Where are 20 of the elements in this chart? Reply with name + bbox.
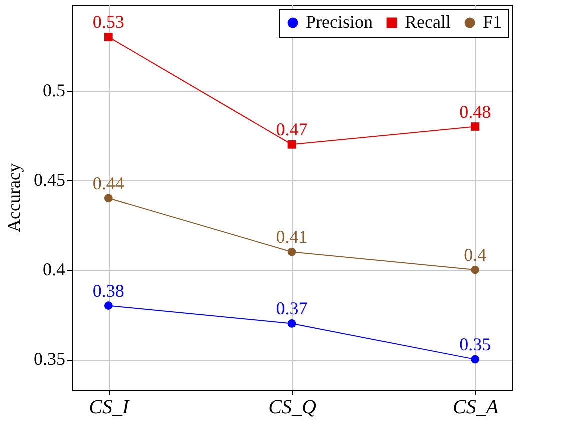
x-tick-label: CS_A [453, 396, 500, 418]
data-label: 0.4 [464, 245, 487, 266]
data-label: 0.44 [92, 173, 124, 194]
legend-label: Recall [405, 12, 451, 32]
data-label: 0.53 [92, 12, 124, 32]
data-label: 0.37 [276, 298, 308, 319]
y-tick-label: 0.4 [43, 260, 66, 280]
y-tick-label: 0.5 [43, 80, 66, 100]
legend-label: Precision [306, 12, 373, 32]
data-label: 0.48 [460, 102, 492, 122]
y-tick-label: 0.35 [34, 349, 66, 370]
data-label: 0.38 [92, 280, 124, 301]
x-tick-label: CS_Q [268, 396, 317, 418]
x-tick-label: CS_I [89, 396, 131, 418]
legend-label: F1 [483, 12, 502, 32]
y-tick-label: 0.45 [34, 170, 66, 190]
data-label: 0.47 [276, 120, 308, 140]
data-label: 0.35 [460, 334, 492, 355]
data-label: 0.41 [276, 227, 308, 248]
y-axis-title: Accuracy [4, 164, 24, 232]
